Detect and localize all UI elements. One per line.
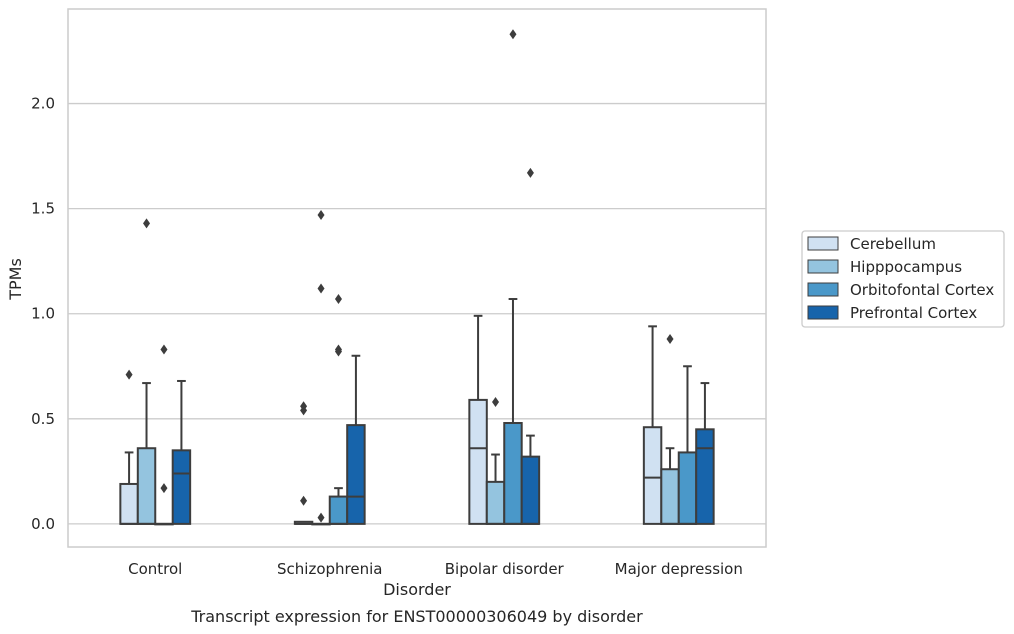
box-bipolar-disorder-orbitofontal-cortex-iqr xyxy=(503,422,523,525)
legend-swatch-orbitofontal-cortex xyxy=(807,282,839,297)
box-schizophrenia-orbitofontal-cortex-iqr xyxy=(328,495,349,525)
box-schizophrenia-hipppocampus-outlier-1 xyxy=(317,283,325,294)
box-major-depression-orbitofontal-cortex-iqr xyxy=(677,451,698,525)
box-major-depression-orbitofontal-cortex xyxy=(677,365,698,525)
y-tick-label-3: 1.5 xyxy=(31,200,55,218)
box-bipolar-disorder-prefrontal-cortex xyxy=(520,167,541,525)
box-schizophrenia-hipppocampus-outlier-2 xyxy=(317,209,325,220)
box-schizophrenia-prefrontal-cortex-iqr xyxy=(346,424,366,525)
x-tick-label-schizophrenia: Schizophrenia xyxy=(277,560,382,578)
box-schizophrenia-prefrontal-cortex xyxy=(346,354,366,525)
box-bipolar-disorder-cerebellum xyxy=(468,314,488,525)
box-schizophrenia-cerebellum xyxy=(293,401,314,525)
box-control-orbitofontal-cortex-outlier-1 xyxy=(160,344,168,355)
box-control-hipppocampus-iqr xyxy=(136,447,157,525)
x-tick-label-control: Control xyxy=(128,560,182,578)
chart-caption: Transcript expression for ENST0000030604… xyxy=(190,607,643,626)
box-bipolar-disorder-hipppocampus-iqr xyxy=(485,480,506,525)
legend-label-orbitofontal-cortex: Orbitofontal Cortex xyxy=(850,281,994,299)
legend-frame xyxy=(801,230,1005,328)
box-schizophrenia-orbitofontal-cortex-outlier-2 xyxy=(334,294,342,305)
x-axis-ticks: Control Schizophrenia Bipolar disorder Majo… xyxy=(128,560,743,578)
box-bipolar-disorder-orbitofontal-cortex-outlier-0 xyxy=(509,29,517,40)
box-control-hipppocampus-outlier-0 xyxy=(143,218,151,229)
box-bipolar-disorder-hipppocampus xyxy=(485,396,506,525)
legend-label-hipppocampus: Hipppocampus xyxy=(850,258,962,276)
box-bipolar-disorder-prefrontal-cortex-iqr xyxy=(520,455,541,525)
box-schizophrenia-hipppocampus xyxy=(311,209,331,526)
legend-swatch-cerebellum xyxy=(807,236,839,251)
legend-label-cerebellum: Cerebellum xyxy=(850,235,936,253)
box-schizophrenia-cerebellum-outlier-0 xyxy=(300,495,308,506)
box-control-cerebellum xyxy=(119,369,139,525)
box-control-prefrontal-cortex xyxy=(171,379,192,525)
box-major-depression-hipppocampus-outlier-0 xyxy=(666,333,674,344)
y-axis-label: TPMs xyxy=(6,258,25,301)
box-major-depression-prefrontal-cortex xyxy=(695,382,715,525)
plot-frame xyxy=(67,8,767,548)
y-axis-ticks: 0.0 0.5 1.0 1.5 2.0 xyxy=(31,95,55,533)
box-groups xyxy=(119,29,715,526)
box-control-hipppocampus xyxy=(136,218,157,525)
box-schizophrenia-hipppocampus-outlier-0 xyxy=(317,512,325,523)
legend-swatch-hipppocampus xyxy=(807,259,839,274)
box-bipolar-disorder-hipppocampus-outlier-0 xyxy=(492,396,500,407)
legend: Cerebellum Hipppocampus Orbitofontal Corte… xyxy=(801,230,1005,328)
y-tick-label-4: 2.0 xyxy=(31,95,55,113)
box-control-orbitofontal-cortex xyxy=(154,344,174,526)
y-tick-label-0: 0.0 xyxy=(31,515,55,533)
box-schizophrenia-cerebellum-outlier-2 xyxy=(300,401,308,412)
box-major-depression-prefrontal-cortex-iqr xyxy=(695,428,715,525)
box-control-orbitofontal-cortex-outlier-0 xyxy=(160,483,168,494)
box-major-depression-hipppocampus-iqr xyxy=(660,468,680,525)
box-control-prefrontal-cortex-iqr xyxy=(171,449,192,525)
legend-label-prefrontal-cortex: Prefrontal Cortex xyxy=(850,304,977,322)
x-tick-label-bipolar-disorder: Bipolar disorder xyxy=(445,560,565,578)
box-schizophrenia-orbitofontal-cortex-outlier-1 xyxy=(334,344,342,355)
y-tick-label-1: 0.5 xyxy=(31,410,55,428)
box-bipolar-disorder-prefrontal-cortex-outlier-0 xyxy=(526,167,534,178)
box-bipolar-disorder-orbitofontal-cortex xyxy=(503,29,523,525)
box-control-cerebellum-iqr xyxy=(119,482,139,525)
box-bipolar-disorder-cerebellum-iqr xyxy=(468,398,488,525)
legend-swatch-prefrontal-cortex xyxy=(807,305,839,320)
box-major-depression-cerebellum xyxy=(642,325,663,525)
x-axis-label: Disorder xyxy=(383,580,451,599)
box-major-depression-hipppocampus xyxy=(660,333,680,525)
y-tick-label-2: 1.0 xyxy=(31,305,55,323)
box-schizophrenia-orbitofontal-cortex xyxy=(328,294,349,525)
box-control-cerebellum-outlier-0 xyxy=(125,369,133,380)
x-tick-label-major-depression: Major depression xyxy=(615,560,743,578)
box-major-depression-cerebellum-iqr xyxy=(642,426,663,525)
